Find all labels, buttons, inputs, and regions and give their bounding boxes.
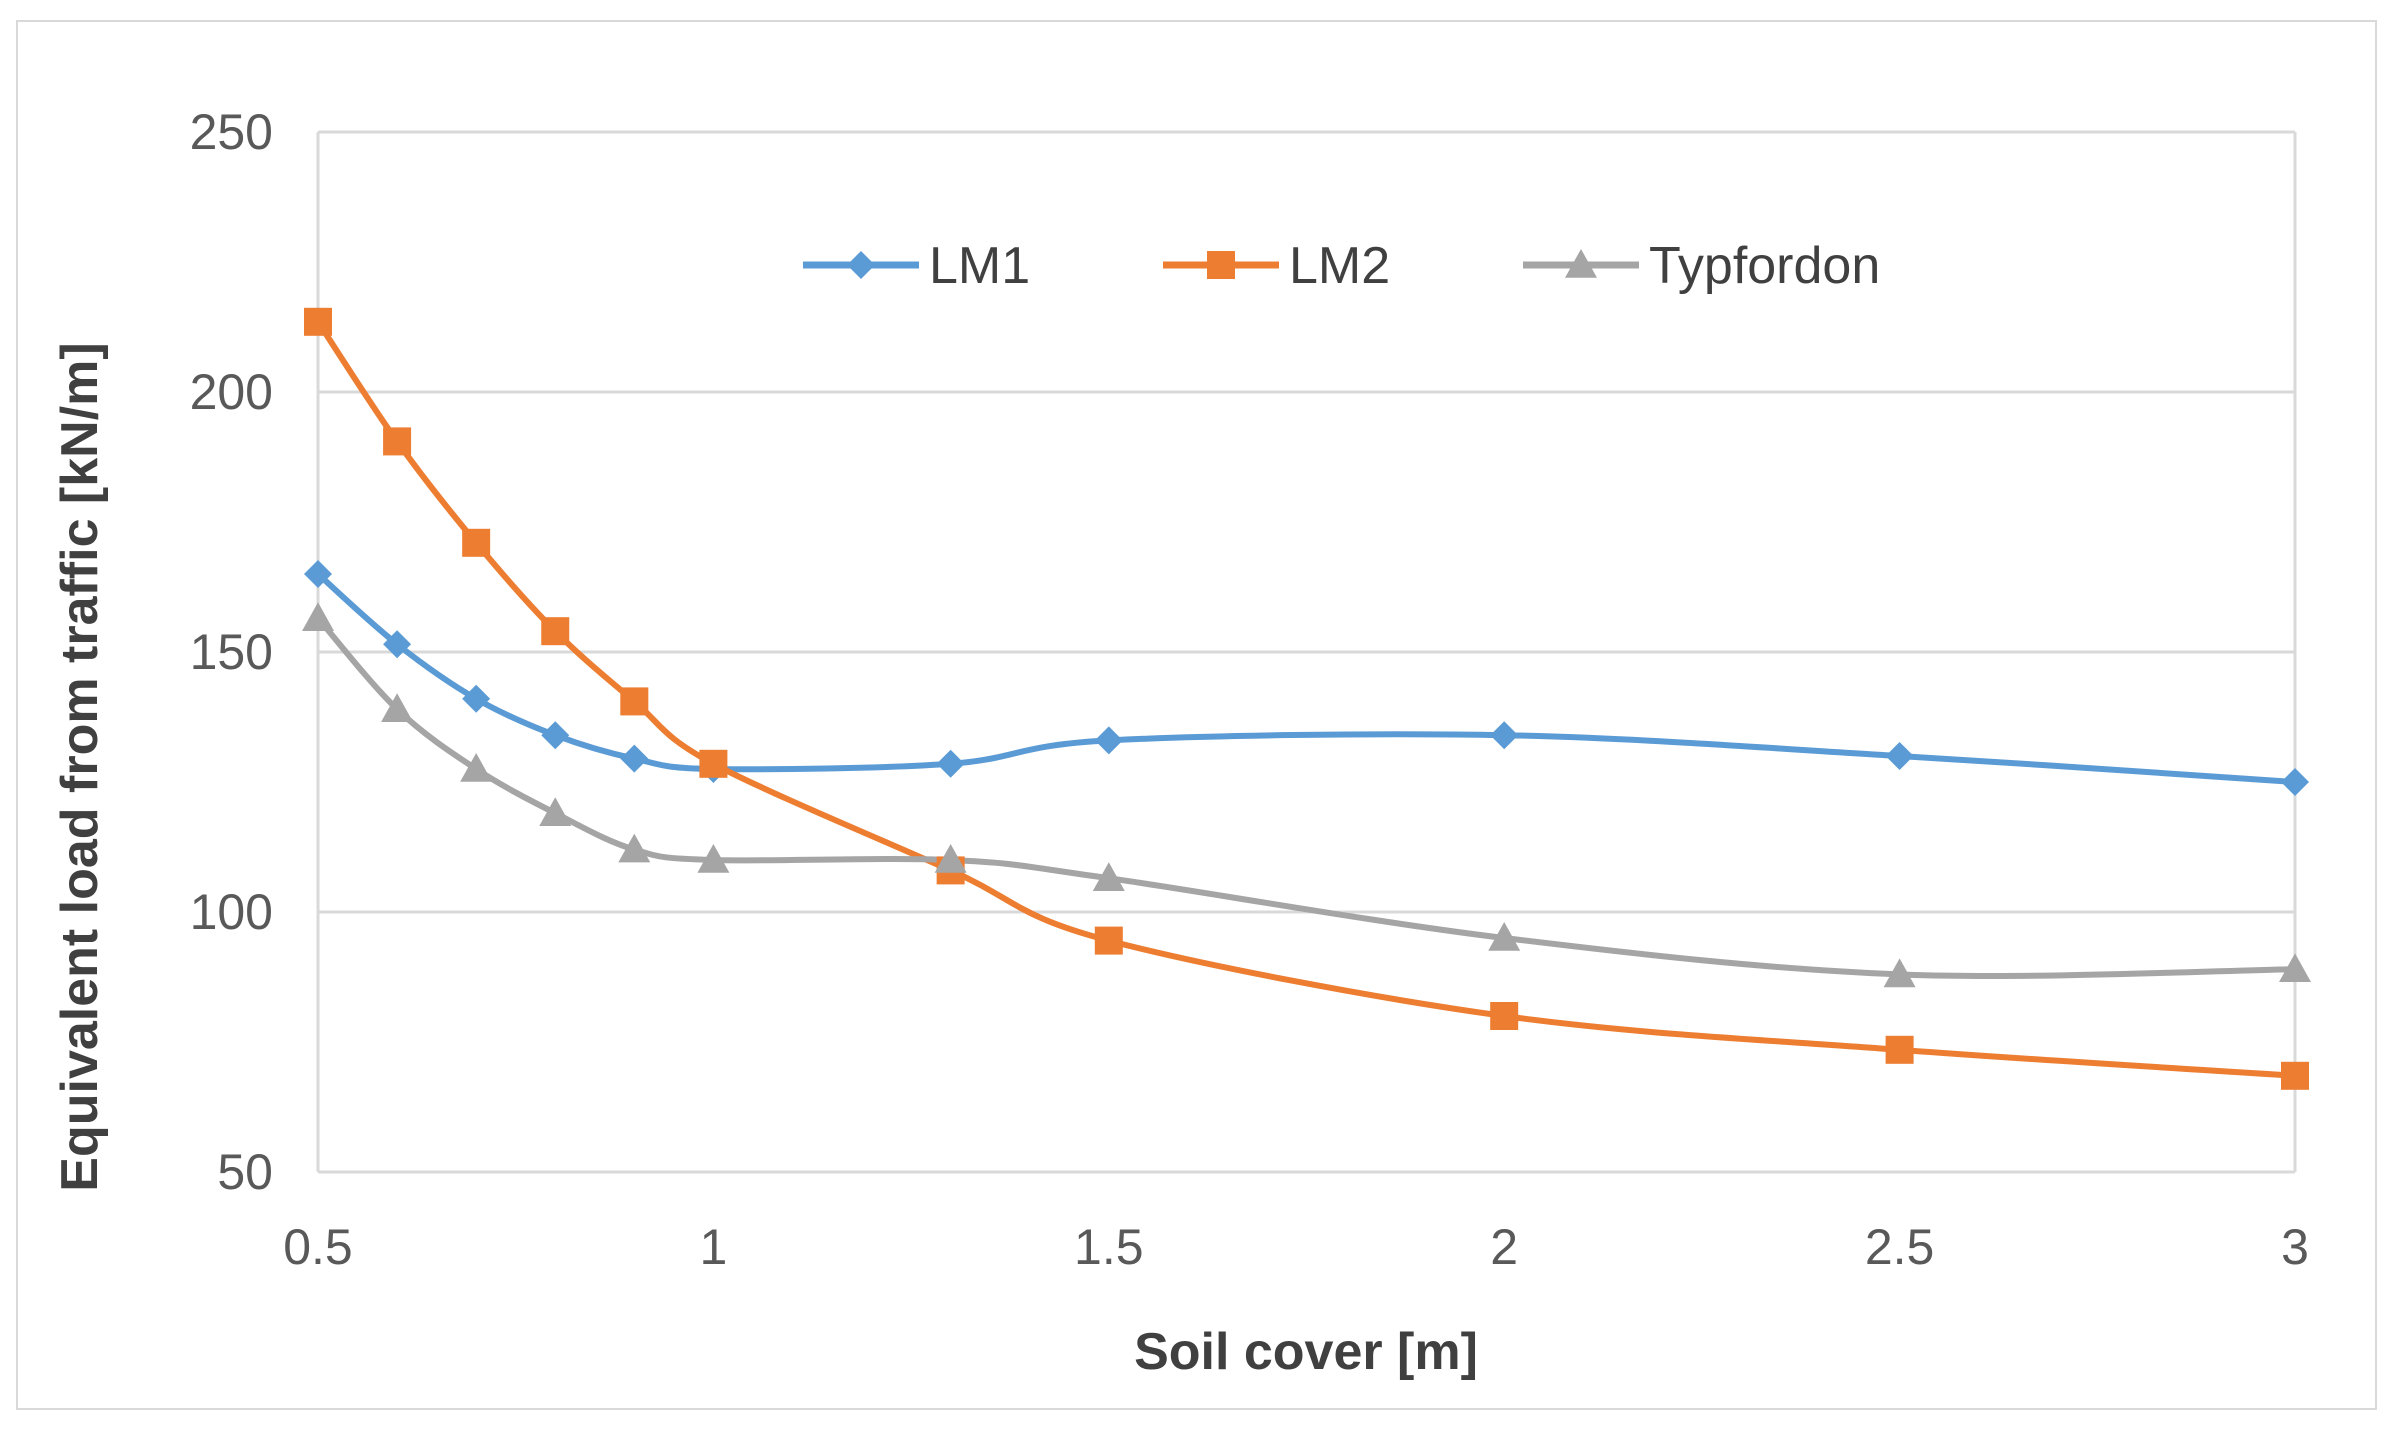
- x-tick-label-0.5: 0.5: [283, 1219, 353, 1275]
- point-lm2-0.8: [541, 617, 570, 646]
- x-tick-label-3: 3: [2281, 1219, 2309, 1275]
- point-lm2-1: [699, 749, 728, 778]
- legend-item-lm1: LM1: [803, 237, 1030, 295]
- point-typfordon-2.5: [1883, 958, 1916, 988]
- legend-label-typfordon: Typfordon: [1649, 237, 1880, 295]
- legend-label-lm2: LM2: [1289, 237, 1390, 295]
- y-tick-label-100: 100: [190, 884, 273, 940]
- series-line-lm2: [315, 320, 2296, 1079]
- legend-item-typfordon: Typfordon: [1523, 237, 1880, 295]
- point-lm1-0.9: [620, 744, 649, 773]
- legend: LM1 LM2 Typfordon: [803, 237, 1880, 295]
- series-line-typfordon: [315, 616, 2296, 979]
- series-line-lm1: [316, 571, 2296, 785]
- point-typfordon-0.8: [539, 797, 572, 826]
- legend-item-lm2: LM2: [1163, 237, 1390, 295]
- point-typfordon-0.6: [381, 693, 414, 722]
- legend-marker-lm2: [1207, 251, 1235, 279]
- point-typfordon-1: [697, 844, 730, 873]
- y-axis-title: Equivalent load from traffic [kN/m]: [51, 342, 109, 1191]
- x-axis-title: Soil cover [m]: [1134, 1323, 1478, 1381]
- point-lm1-1.3: [936, 749, 965, 778]
- point-lm1-2: [1490, 721, 1519, 750]
- line-chart: 50 100 150 200 250 0.5 1 1.5 2 2.5 3 LM1 LM2 Typfo…: [51, 104, 2311, 1381]
- point-typfordon-2: [1488, 922, 1521, 951]
- point-typfordon-0.7: [460, 753, 493, 782]
- point-lm1-0.7: [462, 684, 491, 713]
- x-tick-label-1: 1: [699, 1219, 727, 1275]
- point-typfordon-1.3: [934, 844, 967, 873]
- point-typfordon-3: [2279, 953, 2311, 982]
- x-tick-label-2.5: 2.5: [1865, 1219, 1935, 1275]
- point-lm1-0.8: [541, 721, 570, 750]
- legend-label-lm1: LM1: [929, 237, 1030, 295]
- point-lm1-0.5: [304, 560, 332, 588]
- point-typfordon-0.9: [618, 833, 651, 863]
- point-lm1-0.6: [383, 630, 412, 659]
- point-lm2-0.7: [462, 528, 491, 557]
- point-lm1-2.5: [1885, 742, 1914, 770]
- x-tick-label-2: 2: [1490, 1219, 1518, 1275]
- point-lm1-1.5: [1094, 726, 1123, 755]
- point-typfordon-1.5: [1092, 862, 1125, 891]
- y-tick-label-250: 250: [190, 104, 273, 160]
- point-typfordon-0.5: [302, 602, 334, 631]
- y-tick-label-150: 150: [190, 624, 273, 680]
- y-tick-label-50: 50: [217, 1144, 273, 1200]
- y-tick-label-200: 200: [190, 364, 273, 420]
- x-tick-label-1.5: 1.5: [1074, 1219, 1144, 1275]
- point-lm1-3: [2281, 768, 2309, 796]
- point-lm2-0.6: [383, 427, 412, 456]
- chart-frame: 50 100 150 200 250 0.5 1 1.5 2 2.5 3 LM1 LM2 Typfo…: [16, 20, 2377, 1410]
- point-lm2-1.5: [1094, 926, 1123, 955]
- point-lm2-3: [2281, 1061, 2309, 1090]
- point-lm2-2.5: [1885, 1035, 1914, 1064]
- legend-marker-lm1: [847, 251, 875, 279]
- point-lm2-0.5: [304, 307, 332, 336]
- axes: [316, 132, 2297, 1174]
- point-lm2-2: [1490, 1002, 1519, 1030]
- point-lm2-0.9: [620, 687, 649, 716]
- series-lines: [315, 320, 2296, 1079]
- tick-labels: 50 100 150 200 250 0.5 1 1.5 2 2.5 3: [190, 104, 2309, 1275]
- series-markers: [302, 307, 2311, 1090]
- legend-marker-typfordon: [1565, 249, 1597, 278]
